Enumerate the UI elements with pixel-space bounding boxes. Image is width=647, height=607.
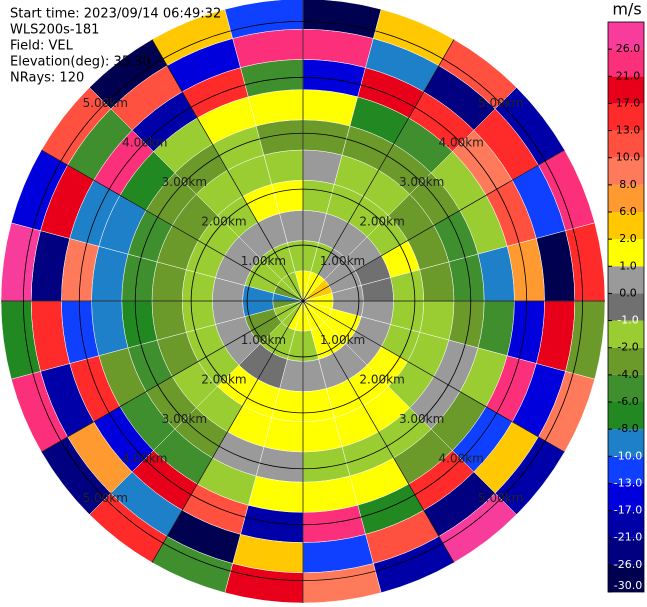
header-line: Field: VEL xyxy=(10,39,74,54)
colorbar-label: -6.0 xyxy=(617,395,638,408)
colorbar-label: -26.0 xyxy=(614,558,642,571)
azimuth-line xyxy=(41,149,304,302)
colorbar-label: 8.0 xyxy=(619,178,637,191)
colorbar-label: -30.0 xyxy=(614,579,642,592)
range-label: 2.00km xyxy=(201,214,246,228)
colorbar-band xyxy=(608,76,644,104)
azimuth-line xyxy=(151,300,304,563)
range-label: 2.00km xyxy=(359,373,404,387)
range-gate xyxy=(121,300,158,349)
range-label: 5.00km xyxy=(478,96,523,110)
range-label: 2.00km xyxy=(201,373,246,387)
colorbar-label: -1.0 xyxy=(617,314,638,327)
range-label: 4.00km xyxy=(439,452,484,466)
units-label: m/s xyxy=(612,0,641,19)
range-label: 2.00km xyxy=(359,214,404,228)
range-gate xyxy=(121,253,158,302)
colorbar-label: 0.0 xyxy=(619,286,637,299)
header-line: Elevation(deg): 35.30 xyxy=(10,55,151,70)
colorbar-band xyxy=(608,22,644,50)
colorbar-label: 6.0 xyxy=(619,205,637,218)
header-line: NRays: 120 xyxy=(10,71,84,86)
range-ring xyxy=(22,20,584,582)
colorbar-band xyxy=(608,510,644,538)
colorbar-frame xyxy=(607,21,645,593)
colorbar-label: -17.0 xyxy=(614,504,642,517)
colorbar-band xyxy=(608,320,644,348)
range-label: 5.00km xyxy=(83,491,128,505)
range-gate xyxy=(302,446,351,483)
colorbar-band xyxy=(608,374,644,402)
range-label: 1.00km xyxy=(241,333,286,347)
colorbar-label: -21.0 xyxy=(614,531,642,544)
range-ring xyxy=(134,132,472,470)
colorbar-band xyxy=(608,130,644,158)
colorbar-band xyxy=(608,49,644,77)
colorbar-band xyxy=(608,483,644,511)
colorbar-band xyxy=(608,564,644,592)
azimuth-line xyxy=(302,149,565,302)
range-gate xyxy=(255,119,304,156)
range-ring xyxy=(246,244,360,358)
range-label: 3.00km xyxy=(162,175,207,189)
colorbar-band xyxy=(608,402,644,430)
colorbar-band xyxy=(608,212,644,240)
colorbar-label: 1.0 xyxy=(619,259,637,272)
colorbar-band xyxy=(608,456,644,484)
range-ring xyxy=(190,188,416,414)
colorbar-label: -4.0 xyxy=(617,368,638,381)
azimuth-line xyxy=(151,39,304,302)
plot-area xyxy=(0,0,606,604)
range-label: 4.00km xyxy=(122,452,167,466)
azimuth-line xyxy=(302,39,455,302)
colorbar-label: 10.0 xyxy=(616,151,641,164)
header-line: WLS200s-181 xyxy=(10,23,99,38)
colorbar-label: -10.0 xyxy=(614,449,642,462)
header-line: Start time: 2023/09/14 06:49:32 xyxy=(10,7,221,22)
range-label: 3.00km xyxy=(399,175,444,189)
colorbar-label: 21.0 xyxy=(616,69,641,82)
colorbar-band xyxy=(608,429,644,457)
colorbar-band xyxy=(608,537,644,565)
colorbar-label: 17.0 xyxy=(616,96,641,109)
range-label: 1.00km xyxy=(320,333,365,347)
range-label: 5.00km xyxy=(83,96,128,110)
range-gate xyxy=(448,253,485,302)
azimuth-line xyxy=(302,300,455,563)
range-gate xyxy=(224,0,304,39)
range-label: 3.00km xyxy=(162,412,207,426)
range-gate xyxy=(302,119,351,156)
range-gate xyxy=(448,300,485,349)
range-label: 3.00km xyxy=(399,412,444,426)
azimuth-line xyxy=(41,300,304,453)
colorbar-band xyxy=(608,184,644,212)
colorbar-label: 13.0 xyxy=(616,124,641,137)
range-label: 4.00km xyxy=(439,135,484,149)
colorbar-band xyxy=(608,347,644,375)
colorbar-label: 2.0 xyxy=(619,232,637,245)
colorbar-band xyxy=(608,239,644,267)
range-ring xyxy=(78,76,528,526)
range-label: 4.00km xyxy=(122,135,167,149)
colorbar-band xyxy=(608,157,644,185)
colorbar-label: -2.0 xyxy=(617,341,638,354)
azimuth-line xyxy=(302,300,565,453)
colorbar-band xyxy=(608,293,644,321)
colorbar-label: 26.0 xyxy=(616,42,641,55)
range-gate xyxy=(255,446,304,483)
colorbar-band xyxy=(608,103,644,131)
range-label: 1.00km xyxy=(241,254,286,268)
colorbar-band xyxy=(608,266,644,294)
range-label: 1.00km xyxy=(320,254,365,268)
colorbar-label: -13.0 xyxy=(614,476,642,489)
range-label: 5.00km xyxy=(478,491,523,505)
overlay: 1.00km 1.00km 1.00km 1.00km 2.00km 2.00km 2.00… xyxy=(1,0,605,603)
colorbar-label: -8.0 xyxy=(617,422,638,435)
